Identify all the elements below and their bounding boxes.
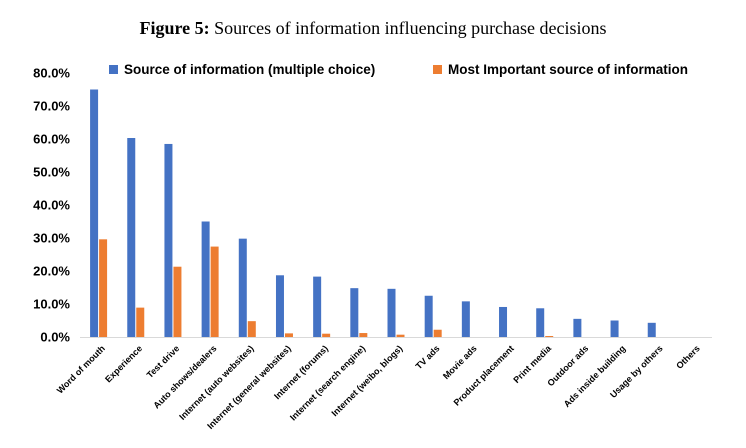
x-category-label: Movie ads xyxy=(441,343,479,381)
bar-most-important xyxy=(284,333,293,337)
x-category-label: Experience xyxy=(103,343,144,384)
legend-swatch-multiple-choice xyxy=(109,65,118,74)
bar-most-important xyxy=(136,307,145,337)
x-category-label: Internet (auto websites) xyxy=(177,343,255,421)
legend-label-most-important: Most Important source of information xyxy=(448,62,688,77)
legend-label-multiple-choice: Source of information (multiple choice) xyxy=(124,62,375,77)
bar-most-important xyxy=(359,333,368,337)
bar-multiple-choice xyxy=(238,238,247,337)
bar-most-important xyxy=(396,334,405,337)
bar-multiple-choice xyxy=(201,221,210,337)
x-category-label: TV ads xyxy=(414,343,442,371)
bar-most-important xyxy=(247,321,256,337)
x-category-label: Internet (weibo, blogs) xyxy=(329,343,404,418)
y-tick-label: 70.0% xyxy=(33,99,70,114)
y-tick-label: 10.0% xyxy=(33,297,70,312)
bar-multiple-choice xyxy=(647,322,656,337)
bar-multiple-choice xyxy=(275,275,284,337)
y-tick-label: 60.0% xyxy=(33,132,70,147)
legend-swatch-most-important xyxy=(433,65,442,74)
bar-multiple-choice xyxy=(387,288,396,337)
x-category-label: Internet (search engine) xyxy=(288,343,367,422)
bar-multiple-choice xyxy=(573,318,582,337)
bar-multiple-choice xyxy=(90,89,99,337)
bar-most-important xyxy=(173,266,182,337)
bar-multiple-choice xyxy=(424,295,433,337)
x-category-label: Ads inside building xyxy=(562,343,628,409)
x-category-label: Word of mouth xyxy=(55,343,107,395)
bar-multiple-choice xyxy=(461,301,470,337)
y-tick-label: 20.0% xyxy=(33,264,70,279)
x-category-label: Test drive xyxy=(145,343,182,380)
bar-most-important xyxy=(433,329,442,337)
y-tick-label: 0.0% xyxy=(40,330,70,345)
bar-most-important xyxy=(99,239,108,337)
y-tick-label: 50.0% xyxy=(33,165,70,180)
bar-multiple-choice xyxy=(164,143,173,337)
y-axis: 0.0% 10.0% 20.0% 30.0% 40.0% 50.0% 60.0% 70.0% 8… xyxy=(33,66,70,345)
legend: Source of information (multiple choice) M… xyxy=(109,62,688,77)
y-tick-label: 80.0% xyxy=(33,66,70,81)
bar-multiple-choice xyxy=(313,276,322,337)
figure-caption: Figure 5: Sources of information influen… xyxy=(0,18,746,39)
bar-multiple-choice xyxy=(610,320,619,337)
figure-label: Figure 5: xyxy=(139,18,210,38)
y-tick-label: 30.0% xyxy=(33,231,70,246)
bar-group xyxy=(90,89,656,337)
x-category-label: Others xyxy=(674,343,702,371)
x-category-label: Auto shows/dealers xyxy=(151,343,218,410)
bar-multiple-choice xyxy=(499,306,508,337)
bar-most-important xyxy=(545,336,554,337)
bar-multiple-choice xyxy=(350,288,359,337)
bar-most-important xyxy=(322,333,331,337)
bar-multiple-choice xyxy=(127,138,136,337)
bar-multiple-choice xyxy=(536,308,545,337)
figure-title: Sources of information influencing purch… xyxy=(214,18,607,38)
bar-most-important xyxy=(210,246,219,337)
y-tick-label: 40.0% xyxy=(33,198,70,213)
